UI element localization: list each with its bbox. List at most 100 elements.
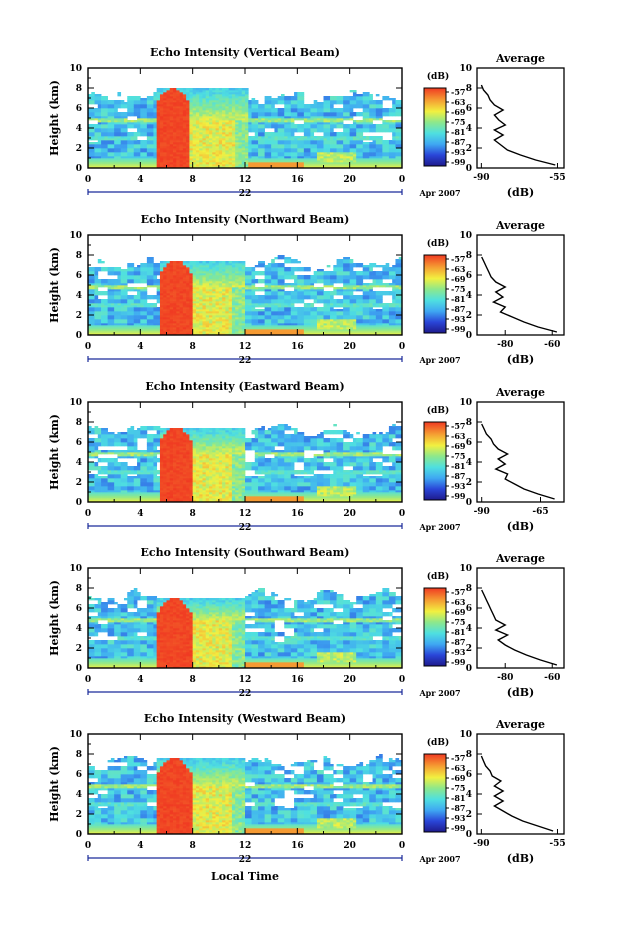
heatmap-cell	[150, 295, 154, 298]
heatmap-cell	[202, 136, 207, 139]
heatmap-cell	[326, 136, 331, 139]
heatmap-cell	[123, 138, 128, 141]
heatmap-cell	[140, 321, 144, 324]
heatmap-cell	[212, 315, 216, 318]
heatmap-cell	[209, 299, 213, 302]
heatmap-cell	[107, 138, 112, 141]
heatmap-cell	[349, 154, 354, 157]
heatmap-cell	[91, 283, 95, 286]
heatmap-cell	[192, 132, 197, 135]
heatmap-cell	[362, 112, 367, 115]
heatmap-cell	[110, 331, 115, 334]
heatmap-cell	[336, 100, 341, 103]
heatmap-cell	[228, 124, 233, 127]
heatmap-cell	[235, 150, 239, 153]
heatmap-cell	[356, 102, 360, 105]
heatmap-cell	[133, 311, 138, 314]
heatmap-cell	[225, 122, 229, 125]
heatmap-cell	[91, 279, 95, 282]
heatmap-cell	[212, 144, 216, 147]
heatmap-cell	[189, 303, 194, 306]
heatmap-cell	[375, 104, 380, 107]
heatmap-cell	[159, 275, 164, 278]
heatmap-cell	[186, 263, 190, 266]
heatmap-cell	[143, 114, 148, 117]
heatmap-cell	[359, 122, 364, 125]
heatmap-cell	[110, 315, 115, 318]
heatmap-cell	[209, 118, 213, 121]
heatmap-cell	[169, 331, 174, 334]
heatmap-cell	[192, 122, 197, 125]
heatmap-cell	[153, 100, 158, 103]
heatmap-cell	[130, 150, 135, 153]
heatmap-cell	[205, 321, 210, 324]
heatmap-cell	[254, 150, 259, 153]
heatmap-cell	[245, 154, 249, 157]
heatmap-cell	[176, 118, 180, 121]
heatmap-cell	[238, 166, 243, 169]
heatmap-cell	[388, 114, 393, 117]
heatmap-cell	[238, 162, 243, 165]
heatmap-cell	[150, 112, 154, 115]
heatmap-cell	[297, 108, 301, 111]
heatmap-cell	[199, 307, 203, 310]
heatmap-cell	[140, 162, 144, 165]
heatmap-cell	[339, 112, 344, 115]
heatmap-cell	[88, 269, 92, 272]
heatmap-cell	[330, 110, 334, 113]
heatmap-cell	[104, 293, 108, 296]
heatmap-cell	[182, 267, 187, 270]
heatmap-cell	[192, 321, 197, 324]
heatmap-cell	[173, 98, 177, 101]
heatmap-cell	[88, 333, 92, 336]
heatmap-cell	[123, 106, 128, 109]
heatmap-cell	[264, 166, 269, 169]
heatmap-cell	[313, 156, 318, 159]
heatmap-cell	[153, 146, 158, 149]
heatmap-cell	[156, 164, 161, 167]
heatmap-cell	[205, 279, 210, 282]
heatmap-cell	[156, 136, 161, 139]
heatmap-cell	[228, 92, 233, 95]
heatmap-cell	[372, 106, 377, 109]
heatmap-cell	[192, 138, 197, 141]
heatmap-cell	[280, 124, 285, 127]
heatmap-cell	[267, 146, 272, 149]
heatmap-cell	[366, 150, 370, 153]
heatmap-cell	[179, 164, 184, 167]
heatmap-cell	[212, 307, 216, 310]
heatmap-cell	[140, 144, 144, 147]
heatmap-cell	[94, 297, 99, 300]
heatmap-cell	[313, 138, 318, 141]
heatmap-cell	[101, 311, 105, 314]
heatmap-cell	[225, 98, 229, 101]
heatmap-cell	[316, 158, 321, 161]
heatmap-cell	[222, 118, 226, 121]
heatmap-cell	[97, 269, 102, 272]
heatmap-cell	[192, 106, 197, 109]
heatmap-cell	[245, 130, 249, 133]
heatmap-cell	[130, 323, 135, 326]
heatmap-cell	[199, 297, 203, 300]
heatmap-cell	[117, 275, 122, 278]
heatmap-cell	[228, 291, 233, 294]
heatmap-cell	[189, 124, 194, 127]
heatmap-cell	[140, 313, 144, 316]
heatmap-cell	[235, 118, 239, 121]
heatmap-cell	[398, 166, 403, 169]
heatmap-cell	[280, 142, 285, 145]
heatmap-cell	[186, 92, 190, 95]
heatmap-cell	[110, 271, 115, 274]
heatmap-cell	[166, 122, 171, 125]
heatmap-cell	[323, 126, 328, 129]
heatmap-cell	[192, 88, 197, 91]
heatmap-cell	[352, 96, 357, 99]
heatmap-cell	[398, 140, 403, 143]
colorbar-tick-label: -81	[451, 127, 465, 137]
heatmap-cell	[114, 120, 118, 123]
heatmap-cell	[130, 317, 135, 320]
heatmap-cell	[231, 104, 236, 107]
heatmap-cell	[117, 102, 122, 105]
heatmap-cell	[218, 108, 223, 111]
heatmap-cell	[209, 120, 213, 123]
